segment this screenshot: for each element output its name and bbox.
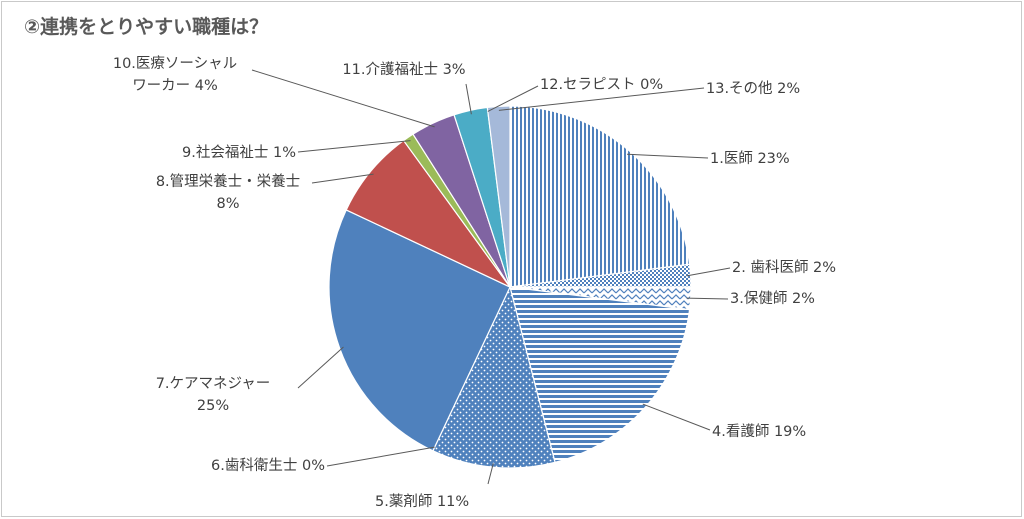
leader-line-7	[297, 346, 344, 389]
pie-slice-1	[509, 105, 691, 288]
data-label-9: 9.社会福祉士 1%	[182, 144, 296, 161]
chart-title: ②連携をとりやすい職種は？	[24, 15, 268, 38]
data-label-1: 1.医師 23%	[710, 150, 790, 167]
leader-line-8	[311, 173, 374, 184]
data-label-5: 5.薬剤師 11%	[375, 493, 469, 510]
leader-line-10	[251, 69, 435, 128]
pie-slice-7	[328, 209, 511, 452]
data-label-3: 3.保健師 2%	[730, 290, 815, 307]
data-label-4: 4.看護師 19%	[712, 423, 806, 440]
leader-line-5	[487, 463, 494, 485]
leader-line-1	[627, 153, 709, 159]
data-label-2: 2. 歯科医師 2%	[732, 259, 836, 276]
leader-line-4	[642, 403, 711, 431]
data-label-10: 10.医療ソーシャルワーカー 4%	[113, 55, 237, 94]
data-label-7: 7.ケアマネジャー 25%	[156, 375, 271, 414]
leader-line-9	[297, 140, 411, 153]
leader-line-6	[326, 446, 435, 467]
data-label-12: 12.セラピスト 0%	[540, 76, 663, 93]
leader-lines	[251, 69, 731, 485]
data-label-6: 6.歯科衛生士 0%	[211, 457, 325, 474]
leader-line-3	[686, 297, 729, 300]
data-labels: 1.医師 23% 2. 歯科医師 2% 3.保健師 2% 4.看護師 19% 5.薬剤師…	[113, 55, 836, 510]
leader-line-13	[498, 87, 705, 111]
leader-line-12	[487, 85, 539, 112]
data-label-8: 8.管理栄養士・栄養士 8%	[156, 172, 300, 212]
pie-slice-4	[509, 286, 691, 464]
data-label-13: 13.その他 2%	[706, 80, 800, 97]
data-label-11: 11.介護福祉士 3%	[342, 61, 465, 78]
leader-line-2	[686, 267, 731, 277]
pie-slice-5	[432, 285, 556, 469]
pie-slices	[328, 105, 692, 469]
leader-line-11	[465, 83, 472, 115]
